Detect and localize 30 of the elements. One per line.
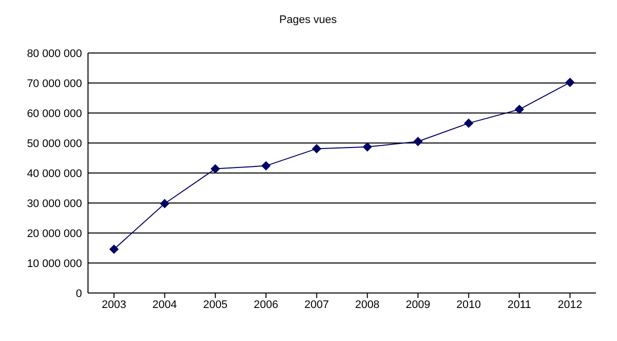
point xyxy=(160,199,170,208)
x-tick-label: 2011 xyxy=(508,298,532,311)
x-tick-label: 2003 xyxy=(102,298,126,311)
x-tick-label: 2006 xyxy=(254,298,278,311)
x-tick-label: 2012 xyxy=(558,298,582,311)
x-tick-label: 2009 xyxy=(406,298,430,311)
y-tick-label: 20 000 000 xyxy=(26,228,82,240)
y-tick-label: 50 000 000 xyxy=(26,138,82,150)
x-tick-label: 2005 xyxy=(203,298,228,311)
chart-title: Pages vues xyxy=(278,14,338,26)
point xyxy=(210,164,220,174)
point xyxy=(464,118,474,128)
y-tick-label: 30 000 000 xyxy=(26,198,82,210)
point xyxy=(110,244,118,254)
x-tick-label: 2008 xyxy=(355,298,380,311)
point xyxy=(262,161,270,170)
x-tick-label: 2004 xyxy=(152,298,177,311)
x-tick-label: 2007 xyxy=(304,298,329,311)
x-tick-label: 2010 xyxy=(456,298,481,311)
point xyxy=(414,137,422,146)
y-tick-label: 0 xyxy=(76,288,82,300)
y-tick-label: 10 000 000 xyxy=(26,258,82,270)
y-tick-label: 80 000 000 xyxy=(26,48,82,60)
point xyxy=(514,104,524,114)
y-tick-label: 40 000 000 xyxy=(26,168,82,180)
y-tick-label: 60 000 000 xyxy=(26,108,82,120)
point xyxy=(312,144,322,154)
point xyxy=(566,78,574,87)
point xyxy=(362,142,372,152)
y-tick-label: 70 000 000 xyxy=(26,78,82,90)
